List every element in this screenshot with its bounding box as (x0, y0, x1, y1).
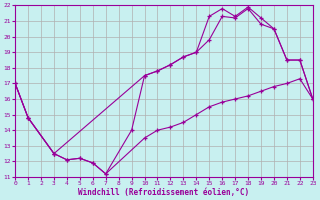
X-axis label: Windchill (Refroidissement éolien,°C): Windchill (Refroidissement éolien,°C) (78, 188, 250, 197)
